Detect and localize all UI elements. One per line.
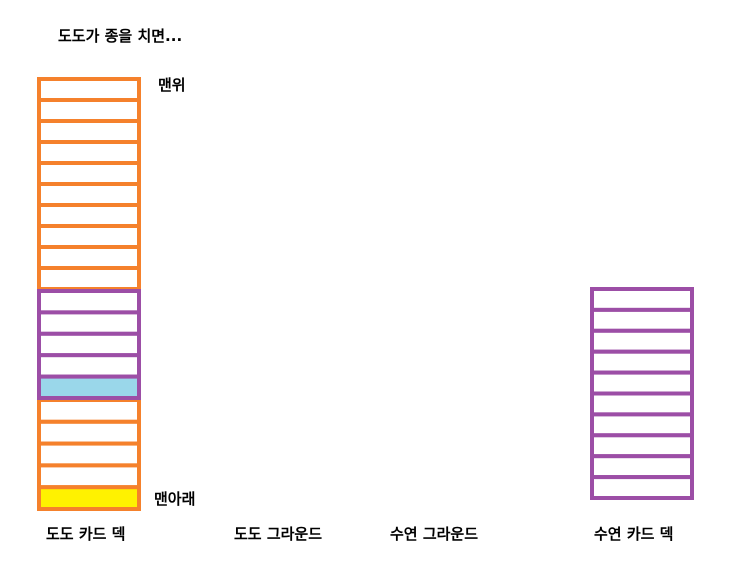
card bbox=[590, 307, 694, 333]
dodo-card-deck bbox=[37, 77, 141, 512]
dodo-deck-bottom-label: 맨아래 bbox=[154, 490, 196, 508]
card bbox=[37, 140, 141, 165]
card bbox=[590, 454, 694, 480]
card bbox=[590, 287, 694, 312]
card bbox=[37, 353, 141, 379]
card bbox=[37, 119, 141, 144]
dodo-deck-top-label: 맨위 bbox=[158, 76, 186, 94]
suyeon-ground-label: 수연 그라운드 bbox=[390, 525, 479, 543]
card bbox=[37, 98, 141, 123]
card bbox=[37, 182, 141, 207]
card bbox=[590, 391, 694, 417]
suyeon-card-deck bbox=[590, 287, 694, 501]
card bbox=[37, 463, 141, 490]
card bbox=[37, 441, 141, 468]
card bbox=[37, 310, 141, 336]
card bbox=[37, 161, 141, 186]
card bbox=[590, 412, 694, 438]
card bbox=[37, 398, 141, 424]
dodo-ground-label: 도도 그라운드 bbox=[234, 525, 323, 543]
card bbox=[590, 475, 694, 501]
dodo-deck-orange-stack-bottom bbox=[37, 398, 141, 512]
card bbox=[590, 370, 694, 396]
dodo-deck-purple-stack-middle bbox=[37, 289, 141, 401]
card bbox=[590, 349, 694, 375]
card bbox=[590, 433, 694, 459]
dodo-deck-label: 도도 카드 덱 bbox=[46, 525, 126, 543]
card bbox=[37, 203, 141, 228]
highlighted-card bbox=[37, 485, 141, 512]
card bbox=[37, 77, 141, 102]
card bbox=[37, 245, 141, 270]
suyeon-deck-label: 수연 카드 덱 bbox=[594, 525, 674, 543]
page-title: 도도가 종을 치면... bbox=[58, 27, 183, 45]
highlighted-card bbox=[37, 374, 141, 401]
card bbox=[37, 266, 141, 291]
card bbox=[37, 289, 141, 315]
card bbox=[37, 224, 141, 249]
card bbox=[590, 328, 694, 354]
card bbox=[37, 331, 141, 358]
card bbox=[37, 419, 141, 446]
dodo-deck-orange-stack-top bbox=[37, 77, 141, 291]
